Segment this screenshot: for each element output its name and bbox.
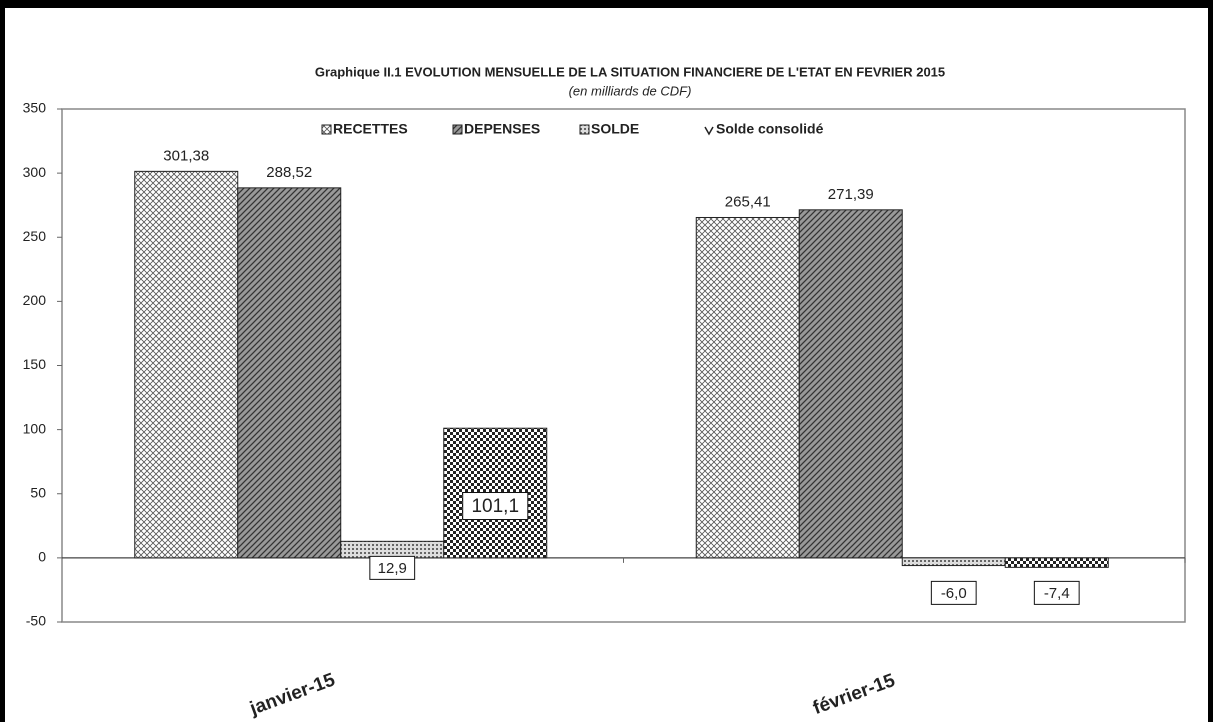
data-label-box — [930, 580, 977, 605]
data-label-box — [1033, 580, 1080, 605]
bar — [695, 216, 800, 559]
bar — [237, 187, 342, 559]
legend-label: SOLDE — [591, 121, 639, 137]
data-label: 101,1 — [471, 496, 519, 517]
bar — [798, 209, 903, 559]
legend-label: DEPENSES — [464, 121, 540, 137]
y-tick-label: 250 — [23, 228, 47, 244]
data-label-box — [369, 555, 416, 580]
data-label: 265,41 — [725, 193, 771, 210]
data-label: 271,39 — [828, 186, 874, 203]
legend-label: Solde consolidé — [716, 121, 824, 137]
chart-title: Graphique II.1 EVOLUTION MENSUELLE DE LA… — [315, 64, 945, 79]
y-tick-label: 50 — [30, 484, 46, 500]
data-label: -6,0 — [941, 585, 967, 602]
legend-label: RECETTES — [333, 121, 408, 137]
legend-swatch — [704, 126, 714, 136]
y-tick-label: 0 — [38, 549, 46, 565]
data-label: 12,9 — [378, 560, 407, 577]
bar — [1004, 557, 1109, 568]
data-label: 301,38 — [163, 147, 209, 164]
y-tick-label: 150 — [23, 356, 47, 372]
data-label: 288,52 — [266, 164, 312, 181]
legend-swatch — [579, 124, 590, 135]
chart-subtitle: (en milliards de CDF) — [569, 83, 692, 98]
y-tick-label: 200 — [23, 292, 47, 308]
legend-swatch — [452, 124, 463, 135]
y-tick-label: -50 — [26, 613, 46, 629]
y-tick-label: 350 — [23, 100, 47, 116]
data-label-box — [462, 492, 529, 521]
y-tick-label: 300 — [23, 164, 47, 180]
bar — [901, 557, 1006, 567]
bar — [340, 540, 445, 559]
x-tick-label: janvier-15 — [246, 669, 338, 720]
y-tick-label: 100 — [23, 420, 47, 436]
x-tick-label: février-15 — [810, 670, 898, 719]
data-label: -7,4 — [1044, 585, 1070, 602]
legend-swatch — [321, 124, 332, 135]
bar — [134, 170, 239, 559]
